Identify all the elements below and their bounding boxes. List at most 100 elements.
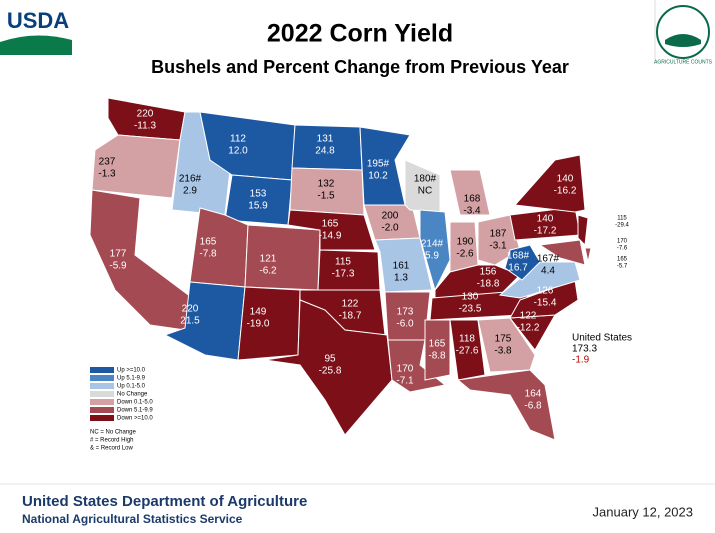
state-yield: 165: [429, 339, 446, 350]
state-yield: 173: [397, 307, 414, 318]
state-yield: 216#: [179, 174, 202, 185]
state-yield: 115: [617, 216, 627, 222]
state-change: -16.2: [554, 186, 577, 197]
state-change: -6.8: [524, 401, 542, 412]
state-change: 12.0: [228, 146, 248, 157]
state-change: -17.3: [332, 269, 355, 280]
state-yield: 164: [525, 389, 542, 400]
state-change: -12.2: [517, 323, 540, 334]
logo-text: USDA: [7, 8, 69, 33]
state-change: 4.4: [541, 266, 555, 277]
state-yield: 214#: [421, 239, 444, 250]
state-change: -6.0: [396, 319, 414, 330]
state: [456, 369, 556, 441]
state-change: -11.3: [134, 121, 156, 132]
legend-swatch: [90, 367, 114, 373]
state-change: -25.8: [319, 366, 342, 377]
state-yield: 168: [464, 194, 481, 205]
state-change: -15.4: [534, 298, 557, 309]
state: [504, 244, 541, 281]
state-change: -5.9: [109, 261, 127, 272]
state-yield: 126: [537, 286, 554, 297]
state-yield: 132: [318, 179, 335, 190]
state-yield: 130: [462, 292, 479, 303]
state-change: 2.9: [183, 186, 197, 197]
state-yield: 220: [182, 304, 199, 315]
state-change: -2.6: [456, 249, 474, 260]
state-change: 16.7: [508, 263, 528, 274]
state-change: -3.8: [494, 346, 512, 357]
state: [374, 237, 433, 293]
state: [91, 134, 181, 199]
state: [244, 224, 321, 291]
legend-swatch: [90, 399, 114, 405]
state-change: -14.9: [319, 231, 342, 242]
state-yield: 112: [230, 134, 246, 145]
state-yield: 200: [382, 211, 399, 222]
state: [584, 247, 592, 263]
state-yield: 140: [537, 214, 554, 225]
state-yield: 153: [250, 189, 267, 200]
state-change: NC: [418, 186, 432, 197]
state: [419, 209, 451, 292]
state-change: -29.4: [615, 223, 629, 229]
legend-label: No Change: [117, 392, 148, 398]
footer-date: January 12, 2023: [593, 504, 693, 519]
state-yield: 195#: [367, 159, 390, 170]
state: [359, 126, 411, 206]
legend-note: # = Record High: [90, 438, 134, 444]
legend-swatch: [90, 407, 114, 413]
state-yield: 167#: [537, 254, 560, 265]
legend: Up >=10.0 Up 5.1-9.9 Up 0.1-5.0 No Change Do…: [90, 367, 153, 452]
state: [424, 319, 451, 381]
state-yield: 115: [335, 257, 351, 268]
state-change: -7.8: [199, 249, 217, 260]
badge-text: AGRICULTURE COUNTS: [654, 59, 713, 65]
logo-swoosh: [0, 35, 72, 55]
state-yield: 177: [110, 249, 127, 260]
state-change: -2.0: [381, 223, 399, 234]
state-yield: 122: [520, 311, 537, 322]
state-yield: 190: [457, 237, 474, 248]
legend-note: NC = No Change: [90, 430, 137, 436]
legend-swatch: [90, 415, 114, 421]
state: [538, 239, 586, 266]
footer-service: National Agricultural Statistics Service: [22, 512, 243, 526]
state-change: -27.6: [456, 346, 479, 357]
state-yield: 165: [322, 219, 339, 230]
state-change: -3.4: [463, 206, 481, 217]
state-yield: 220: [137, 109, 154, 120]
usda-logo: USDA: [0, 0, 72, 55]
national: United States 173.3 -1.9: [572, 333, 632, 366]
state-change: 1.3: [394, 273, 408, 284]
state-change: -19.0: [247, 319, 270, 330]
national-yield: 173.3: [572, 344, 597, 355]
national-change: -1.9: [572, 355, 590, 366]
state-yield: 170: [617, 239, 628, 245]
state-yield: 118: [459, 334, 475, 345]
state-yield: 122: [342, 299, 359, 310]
state-change: 15.9: [248, 201, 268, 212]
state-yield: 170: [397, 364, 414, 375]
state-yield: 187: [490, 229, 507, 240]
state-change: 10.2: [368, 171, 388, 182]
state-yield: 165: [617, 257, 628, 263]
legend-swatch: [90, 375, 114, 381]
legend-swatch: [90, 391, 114, 397]
state: [577, 214, 589, 247]
legend-label: Up >=10.0: [117, 368, 146, 374]
state: [449, 169, 491, 216]
state-yield: 161: [393, 261, 410, 272]
state-change: -6.2: [259, 266, 277, 277]
state-change: -1.3: [98, 169, 116, 180]
state-change: -17.2: [534, 226, 557, 237]
state-change: -23.5: [459, 304, 482, 315]
state-yield: 131: [317, 134, 334, 145]
legend-label: Up 0.1-5.0: [117, 384, 146, 390]
national-label: United States: [572, 333, 632, 344]
state-change: 21.5: [180, 316, 200, 327]
state: [477, 317, 536, 373]
state-change: -8.8: [428, 351, 446, 362]
state: [513, 154, 586, 213]
